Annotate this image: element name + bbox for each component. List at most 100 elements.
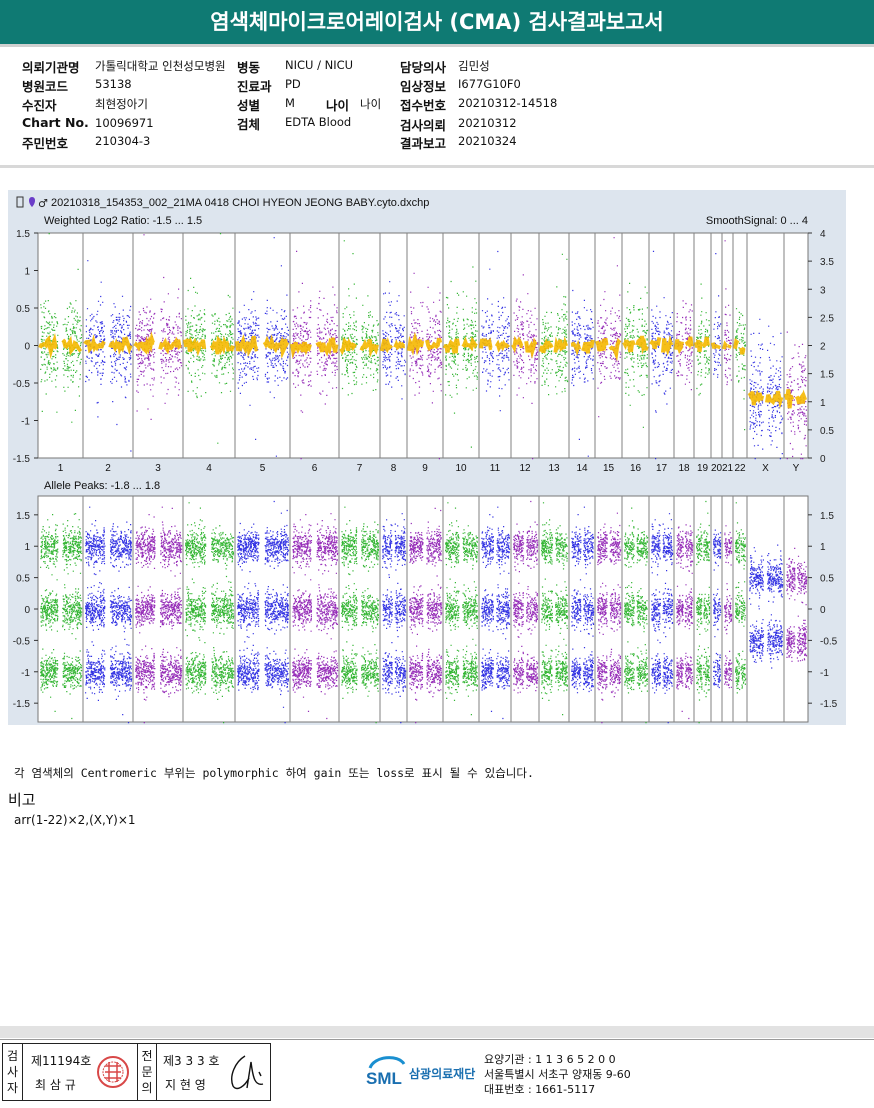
log2-ratio-label: Weighted Log2 Ratio: -1.5 ... 1.5 <box>44 215 202 227</box>
data-points <box>597 237 622 418</box>
footer-bar <box>0 1026 874 1038</box>
y2-tick-label: 0 <box>820 454 826 465</box>
doctor-value: 김민성 <box>458 59 490 73</box>
chromosome-label: 4 <box>206 463 212 474</box>
smooth-signal <box>649 335 674 357</box>
y2-tick-label: 1.5 <box>820 370 834 381</box>
chrom-12-allele <box>513 500 539 694</box>
chrom-7-log2 <box>339 240 380 396</box>
chrom-9-log2 <box>407 272 443 460</box>
chrom-X-log2 <box>747 318 784 460</box>
y-tick-label: 1.5 <box>16 511 30 522</box>
hospital-code-value: 53138 <box>95 77 132 91</box>
chrom-6-allele <box>292 513 339 720</box>
smooth-signal <box>539 336 569 354</box>
chrom-10-allele <box>445 502 479 716</box>
chromosome-label: 14 <box>576 463 588 474</box>
chrom-5-log2 <box>235 237 290 457</box>
clinical-info-label: 임상정보 <box>400 79 447 94</box>
chrom-22-log2 <box>733 308 746 431</box>
chrom-10-log2 <box>443 266 479 448</box>
receipt-no-value: 20210312-14518 <box>458 96 558 110</box>
specialist-license: 제3 3 3 호 <box>163 1054 220 1068</box>
data-points <box>513 274 539 460</box>
chrom-12-log2 <box>511 274 539 460</box>
chrom-13-log2 <box>539 253 569 396</box>
chrom-8-allele <box>382 513 407 724</box>
data-points <box>185 502 235 724</box>
org-name: 삼광의료재단 <box>409 1067 476 1081</box>
chrom-3-log2 <box>133 234 183 420</box>
chrom-4-log2 <box>183 233 235 444</box>
chrom-21-allele <box>724 525 733 689</box>
data-points <box>624 282 649 428</box>
data-points <box>624 507 649 724</box>
data-points <box>85 506 133 724</box>
y-tick-label: -0.5 <box>13 379 31 390</box>
examiner-license: 제11194호 <box>31 1054 92 1068</box>
chrom-14-allele <box>571 506 595 694</box>
data-points <box>651 513 674 724</box>
chromosome-label: 2 <box>105 463 111 474</box>
y2-tick-label: 2 <box>820 342 826 353</box>
chart-no-value: 10096971 <box>95 116 154 130</box>
ward-value: NICU / NICU <box>285 58 354 72</box>
examiner-name: 최 삼 규 <box>35 1078 76 1092</box>
smooth-signal <box>511 335 538 359</box>
chromosome-label: 6 <box>312 463 318 474</box>
section-divider <box>0 165 874 168</box>
data-points <box>735 308 746 431</box>
cma-chart-panel: ♂ 20210318_154353_002_21MA 0418 CHOI HYEO… <box>8 190 846 725</box>
y2-tick-label: 3.5 <box>820 257 834 268</box>
chromosome-label: 3 <box>155 463 161 474</box>
y-tick-label: 0 <box>24 605 30 616</box>
data-points <box>571 506 595 694</box>
org-phone: 대표번호 : 1661-5117 <box>484 1083 596 1096</box>
y-tick-label: 1 <box>24 267 30 278</box>
chrom-16-allele <box>624 507 649 724</box>
data-points <box>597 512 622 724</box>
report-title: 염색체마이크로어레이검사 (CMA) 검사결과보고서 <box>0 0 874 47</box>
chromosome-label: 19 <box>697 463 709 474</box>
chromosome-label: 5 <box>260 463 266 474</box>
chrom-17-log2 <box>649 250 674 460</box>
smooth-signal <box>747 389 784 409</box>
chrom-8-log2 <box>380 281 407 400</box>
patient-label: 수진자 <box>22 98 57 113</box>
smooth-signal <box>479 337 511 353</box>
id-label: 주민번호 <box>22 136 69 151</box>
data-points <box>735 502 747 694</box>
chrom-21-log2 <box>722 240 732 386</box>
chromosome-label: 18 <box>678 463 690 474</box>
data-points <box>445 502 479 716</box>
specialist-signature <box>231 1055 264 1090</box>
chromosome-label: 10 <box>455 463 467 474</box>
data-points <box>382 513 407 724</box>
y-tick-label: 1 <box>24 542 30 553</box>
chart-no-label: Chart No. <box>22 115 89 130</box>
institution-value: 가톨릭대학교 인천성모병원 <box>95 59 226 73</box>
specialist-name: 지 현 영 <box>165 1078 206 1092</box>
y2-tick-label: 1 <box>820 398 826 409</box>
y2-tick-label: 2.5 <box>820 313 834 324</box>
smooth-signal <box>38 332 83 359</box>
chrom-2-allele <box>85 506 133 724</box>
y2-tick-label: 1 <box>820 542 826 553</box>
examiner-seal-stamp <box>97 1056 129 1088</box>
data-points <box>409 507 443 724</box>
chrom-17-allele <box>651 513 674 724</box>
data-points <box>541 502 569 716</box>
chrom-15-allele <box>597 512 622 724</box>
smooth-signal <box>380 336 406 354</box>
chrom-19-log2 <box>694 283 711 396</box>
chromosome-label: X <box>762 463 769 474</box>
smooth-signal <box>183 335 235 357</box>
age-label: 나이 <box>326 98 350 113</box>
care-institution-number: 요양기관 : 1 1 3 6 5 2 0 0 <box>484 1053 616 1066</box>
y2-tick-label: -1.5 <box>820 699 838 710</box>
y-tick-label: -1 <box>21 417 30 428</box>
